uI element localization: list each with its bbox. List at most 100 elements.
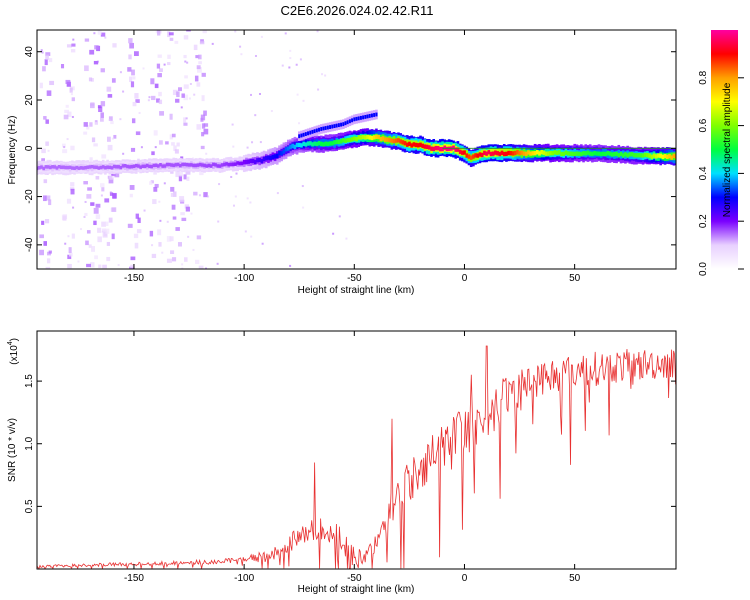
colorbar: 0.0 0.2 0.4 0.6 0.8 Normalized spectral ampl… (698, 30, 744, 276)
spectrogram-ridge-cell (179, 163, 182, 168)
spectrogram-ridge-cell (82, 166, 85, 170)
spectrogram-branch-cell (362, 115, 365, 120)
spectrogram-noise-cell (80, 228, 83, 231)
spectrogram-noise-cell (102, 228, 107, 232)
spectrogram-noise-cell (200, 145, 205, 150)
spectrogram-ridge-cell (507, 150, 510, 156)
spectrogram-branch-cell (335, 123, 338, 128)
spectrogram-noise-cell (183, 117, 187, 123)
spectrogram-noise-cell (49, 80, 55, 86)
spectrogram-noise-cell (88, 77, 93, 82)
spectrogram-ridge-cell (665, 154, 669, 159)
spectrogram-noise-cell (87, 187, 92, 191)
spectrogram-noise-cell (157, 54, 162, 58)
spectrogram-ridge-cell (399, 139, 402, 144)
spectrogram-branch-cell (344, 121, 347, 126)
spectrogram-noise-cell (186, 61, 189, 64)
x-tick-label: -100 (234, 573, 254, 584)
spectrogram-noise-cell (199, 41, 205, 45)
spectrogram-noise-cell (63, 114, 69, 120)
spectrogram-noise-cell (179, 196, 185, 202)
y-tick-label: 20 (24, 94, 35, 106)
spectrogram-noise-cell (137, 217, 141, 224)
spectrogram-noise-cell (95, 203, 101, 208)
spectrogram-ridge-cell (262, 156, 266, 162)
spectrogram-ridge-cell (441, 146, 444, 152)
spectrogram-noise-cell (261, 242, 264, 245)
spectrogram-ridge-cell (280, 151, 283, 156)
spectrogram-ridge-cell (311, 142, 314, 147)
spectrogram-ridge-cell (139, 165, 142, 169)
spectrogram-ridge-cell (632, 153, 636, 158)
spectrogram-ridge-cell (392, 138, 396, 144)
spectrogram-noise-cell (135, 99, 140, 103)
spectrogram-noise-cell (201, 132, 205, 137)
spectrogram-noise-cell (45, 141, 49, 146)
spectrogram-noise-cell (288, 66, 291, 69)
spectrogram-noise-cell (100, 117, 104, 122)
spectrogram-ridge-cell (375, 134, 378, 139)
spectrogram-ridge-cell (112, 164, 116, 169)
spectrogram-cells (37, 30, 676, 269)
spectrogram-noise-cell (108, 217, 113, 223)
spectrogram-ridge-cell (540, 149, 543, 155)
spectrogram-noise-cell (170, 250, 175, 254)
spectrogram-ridge-cell (648, 153, 651, 158)
spectrogram-noise-cell (156, 98, 160, 103)
spectrogram-noise-cell (106, 256, 111, 262)
spectrogram-ridge-cell (654, 154, 658, 159)
spectrogram-ridge-cell (187, 163, 191, 167)
spectrogram-axes: -150 -100 -50 0 50 -40 -20 0 20 40 (24, 30, 676, 284)
spectrogram-ridge-cell (84, 165, 87, 170)
spectrogram-ridge-cell (531, 151, 535, 156)
spectrogram-ridge-cell (379, 136, 383, 142)
spectrogram-noise-cell (129, 266, 134, 269)
spectrogram-noise-cell (66, 198, 72, 204)
spectrogram-ridge-cell (99, 165, 103, 170)
spectrogram-noise-cell (200, 39, 204, 43)
spectrogram-panel: -150 -100 -50 0 50 -40 -20 0 20 40 Height of stra… (7, 29, 677, 296)
spectrogram-noise-cell (150, 78, 155, 85)
spectrogram-ridge-cell (366, 134, 369, 140)
spectrogram-ridge-cell (302, 141, 306, 146)
spectrogram-noise-cell (148, 96, 151, 99)
spectrogram-marks (37, 30, 676, 269)
spectrogram-ridge-cell (458, 149, 462, 154)
spectrogram-noise-cell (95, 120, 98, 123)
spectrogram-noise-cell (317, 88, 320, 91)
spectrogram-ridge-cell (500, 150, 504, 155)
spectrogram-ridge-cell (106, 165, 109, 169)
x-tick-label: -50 (347, 273, 362, 284)
spectrogram-noise-cell (203, 110, 207, 116)
spectrogram-ridge-cell (229, 162, 233, 167)
spectrogram-noise-cell (65, 79, 71, 85)
spectrogram-ridge-cell (168, 162, 171, 167)
spectrogram-noise-cell (175, 171, 180, 178)
spectrogram-ridge-cell (49, 165, 52, 170)
spectrogram-noise-cell (234, 30, 237, 33)
spectrogram-noise-cell (198, 265, 204, 269)
spectrogram-noise-cell (205, 152, 208, 155)
spectrogram-ridge-cell (630, 152, 634, 157)
spectrogram-noise-cell (119, 118, 122, 121)
spectrogram-noise-cell (151, 244, 154, 247)
spectrogram-ridge-cell (71, 166, 74, 170)
spectrogram-ridge-cell (577, 151, 581, 157)
spectrogram-branch-cell (329, 125, 332, 129)
spectrogram-ridge-cell (421, 143, 425, 148)
spectrogram-noise-cell (167, 62, 171, 66)
spectrogram-ridge-cell (641, 153, 645, 158)
spectrogram-ridge-cell (562, 151, 566, 157)
spectrogram-noise-cell (192, 157, 195, 160)
spectrogram-ridge-cell (324, 141, 328, 146)
spectrogram-ridge-cell (604, 151, 607, 157)
spectrogram-ridge-cell (207, 163, 211, 168)
spectrogram-noise-cell (174, 40, 179, 44)
spectrogram-ridge-cell (439, 146, 442, 152)
spectrogram-ridge-cell (104, 165, 107, 170)
spectrogram-noise-cell (134, 93, 139, 99)
spectrogram-ridge-cell (282, 149, 286, 154)
spectrogram-ridge-cell (40, 165, 43, 169)
spectrogram-noise-cell (176, 142, 180, 147)
